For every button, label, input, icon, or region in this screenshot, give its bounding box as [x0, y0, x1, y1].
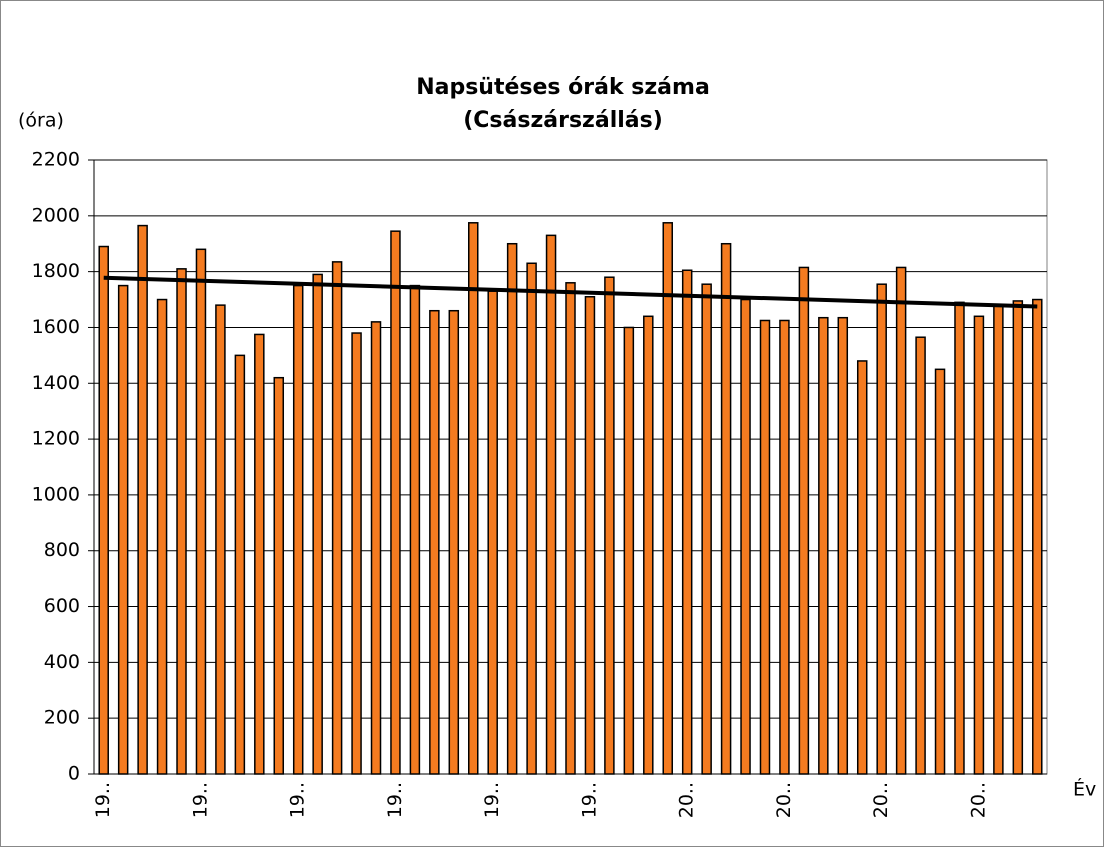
bar — [993, 304, 1004, 775]
y-tick-label: 800 — [44, 539, 80, 561]
bar — [643, 315, 654, 775]
y-tick-label: 1000 — [32, 483, 80, 505]
x-tick-label: 19.. — [287, 782, 309, 818]
bar — [117, 284, 129, 775]
bar — [98, 245, 109, 775]
bar — [390, 230, 401, 775]
y-tick-label: 2000 — [32, 204, 80, 226]
bar — [973, 315, 985, 775]
bar — [545, 234, 557, 775]
bar — [506, 242, 518, 775]
bar — [195, 248, 207, 775]
x-tick-label: 19.. — [189, 782, 211, 818]
x-axis-label: Év — [1073, 778, 1096, 801]
bar — [837, 316, 849, 775]
bar — [681, 269, 693, 775]
bar — [292, 284, 304, 775]
bar — [798, 266, 810, 775]
bar — [215, 304, 226, 775]
y-tick-label: 200 — [44, 707, 80, 729]
bar — [740, 298, 751, 775]
bar — [895, 266, 907, 775]
bar — [1032, 298, 1043, 775]
bar — [662, 222, 673, 775]
y-tick-label: 2200 — [32, 149, 80, 171]
bar — [954, 301, 965, 775]
x-tick-label: 19.. — [578, 782, 600, 818]
bar — [1012, 300, 1024, 775]
x-tick-label: 19.. — [481, 782, 503, 818]
bar — [876, 283, 887, 775]
x-tick-label: 20.. — [676, 782, 698, 818]
bar — [409, 284, 421, 775]
x-tick-label: 20.. — [967, 782, 989, 818]
bar — [526, 262, 537, 775]
bar — [254, 333, 265, 775]
chart-subtitle: (Császárszállás) — [463, 108, 663, 133]
y-tick-label: 1200 — [32, 428, 80, 450]
bar — [759, 319, 771, 775]
bar — [584, 296, 596, 775]
bar — [273, 376, 285, 775]
y-tick-label: 1800 — [32, 260, 80, 282]
bar — [468, 222, 479, 775]
y-axis-label: (óra) — [18, 110, 64, 132]
bar — [915, 336, 926, 775]
x-tick-label: 19.. — [384, 782, 406, 818]
bar — [934, 368, 946, 775]
y-tick-label: 600 — [44, 595, 80, 617]
bar — [448, 309, 460, 775]
bar — [720, 242, 732, 775]
bar — [312, 273, 323, 775]
y-tick-label: 1400 — [32, 372, 80, 394]
y-tick-label: 400 — [44, 651, 80, 673]
x-tick-label: 20.. — [870, 782, 892, 818]
x-tick-label: 20.. — [773, 782, 795, 818]
bar — [701, 283, 712, 775]
bar — [565, 282, 576, 775]
bar — [818, 316, 829, 775]
bar — [370, 321, 382, 775]
bar — [176, 268, 187, 775]
bar — [487, 290, 498, 775]
bar — [234, 354, 246, 775]
bar — [604, 276, 615, 775]
x-tick-label: 19.. — [92, 782, 114, 818]
y-tick-label: 1600 — [32, 316, 80, 338]
trend-line — [103, 275, 1038, 309]
bar — [856, 360, 868, 775]
bar — [137, 224, 148, 775]
bar — [623, 326, 635, 775]
y-tick-label: 0 — [68, 763, 80, 785]
bar — [331, 261, 343, 775]
chart-title: Napsütéses órák száma — [416, 75, 710, 100]
bar — [779, 319, 790, 775]
bar — [351, 332, 362, 775]
bar — [156, 298, 168, 775]
bar — [429, 309, 440, 775]
